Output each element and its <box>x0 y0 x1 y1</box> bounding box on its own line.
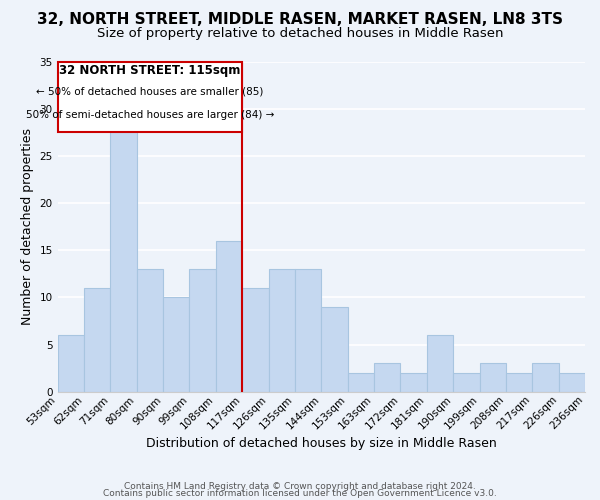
Text: ← 50% of detached houses are smaller (85): ← 50% of detached houses are smaller (85… <box>37 86 264 97</box>
Bar <box>58 335 84 392</box>
X-axis label: Distribution of detached houses by size in Middle Rasen: Distribution of detached houses by size … <box>146 437 497 450</box>
Text: 32 NORTH STREET: 115sqm: 32 NORTH STREET: 115sqm <box>59 64 241 78</box>
Bar <box>427 335 453 392</box>
Bar <box>163 298 190 392</box>
Bar <box>400 373 427 392</box>
Bar <box>295 269 321 392</box>
Bar <box>216 241 242 392</box>
Text: Contains HM Land Registry data © Crown copyright and database right 2024.: Contains HM Land Registry data © Crown c… <box>124 482 476 491</box>
Text: Size of property relative to detached houses in Middle Rasen: Size of property relative to detached ho… <box>97 28 503 40</box>
Bar <box>453 373 479 392</box>
Text: 32, NORTH STREET, MIDDLE RASEN, MARKET RASEN, LN8 3TS: 32, NORTH STREET, MIDDLE RASEN, MARKET R… <box>37 12 563 28</box>
Bar <box>137 269 163 392</box>
Text: Contains public sector information licensed under the Open Government Licence v3: Contains public sector information licen… <box>103 490 497 498</box>
Text: 50% of semi-detached houses are larger (84) →: 50% of semi-detached houses are larger (… <box>26 110 274 120</box>
Bar <box>532 364 559 392</box>
Bar <box>506 373 532 392</box>
FancyBboxPatch shape <box>58 62 242 132</box>
Bar <box>374 364 400 392</box>
Bar <box>190 269 216 392</box>
Bar <box>84 288 110 392</box>
Bar <box>110 118 137 392</box>
Bar <box>269 269 295 392</box>
Bar <box>479 364 506 392</box>
Bar <box>242 288 269 392</box>
Y-axis label: Number of detached properties: Number of detached properties <box>21 128 34 325</box>
Bar <box>321 307 347 392</box>
Bar <box>347 373 374 392</box>
Bar <box>559 373 585 392</box>
